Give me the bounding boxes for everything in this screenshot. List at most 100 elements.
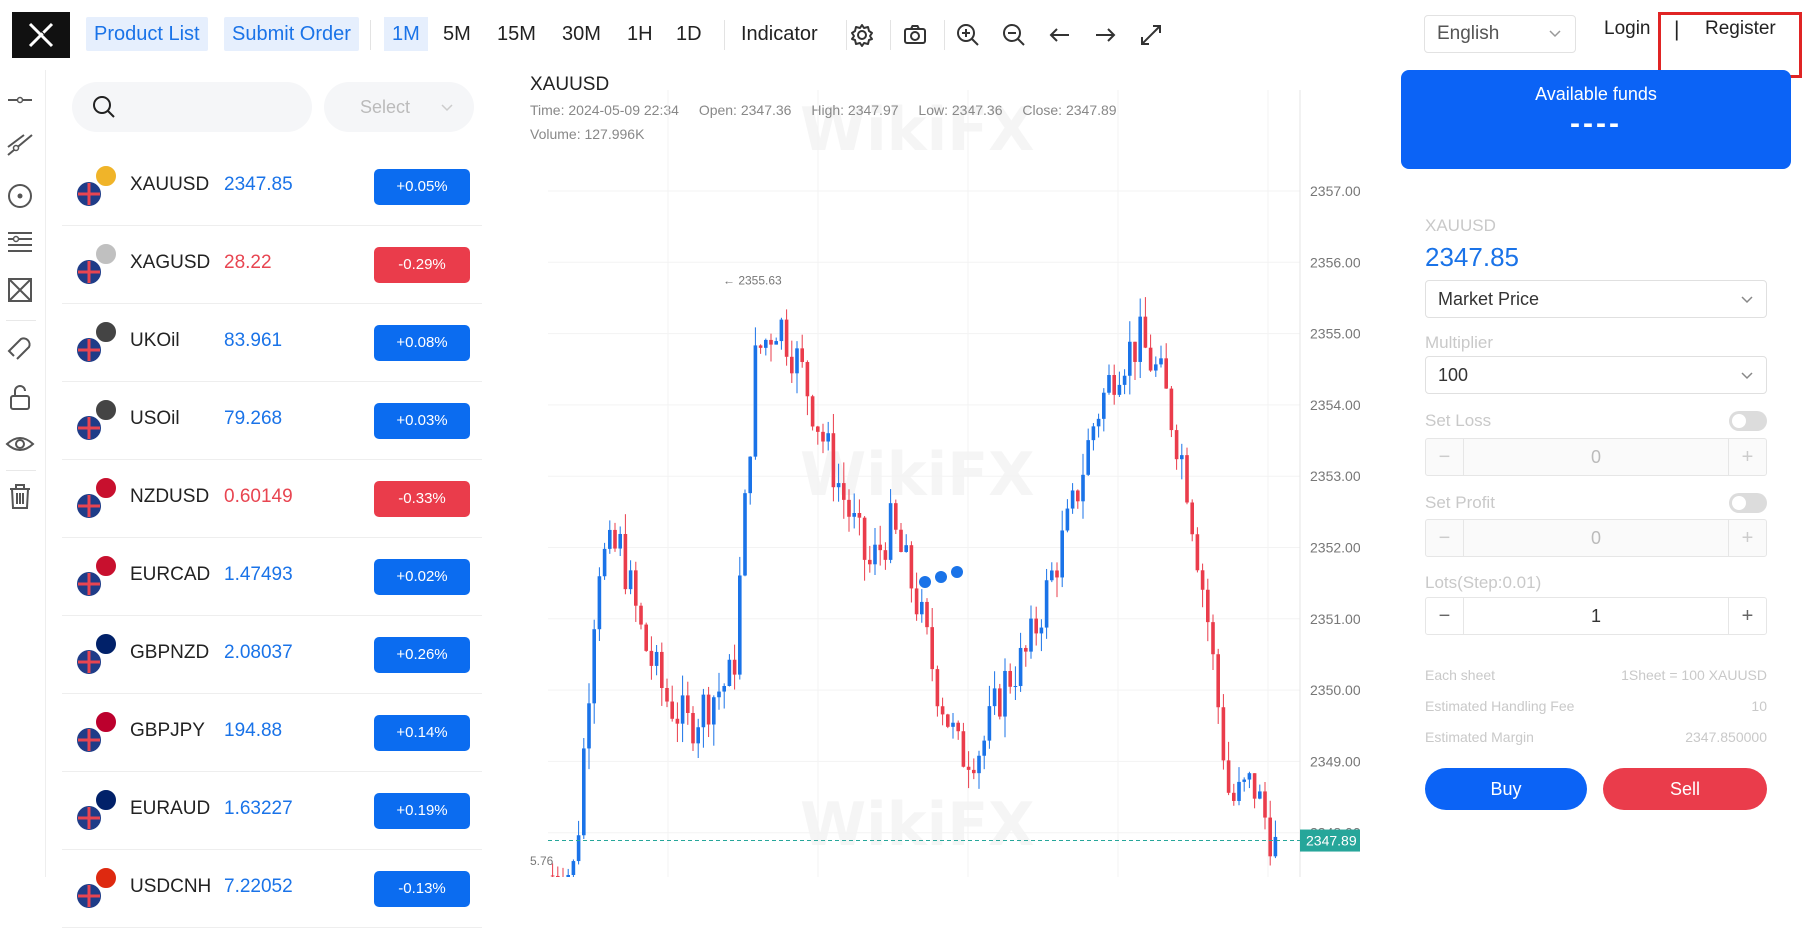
set-loss-value[interactable]: 0 xyxy=(1590,447,1601,467)
increment-button[interactable]: + xyxy=(1728,520,1766,556)
product-row[interactable]: XAGUSD 28.22 -0.29% xyxy=(62,226,482,304)
candle-body xyxy=(639,605,643,625)
search-input[interactable] xyxy=(72,82,312,132)
candle-body xyxy=(1232,792,1236,801)
timeframe-1d[interactable]: 1D xyxy=(676,23,702,45)
candle-body xyxy=(1164,358,1168,389)
order-type-select[interactable]: Market Price xyxy=(1425,280,1767,318)
register-link[interactable]: Register xyxy=(1705,18,1776,39)
product-row[interactable]: XAUUSD 2347.85 +0.05% xyxy=(62,148,482,226)
product-row[interactable]: NZDUSD 0.60149 -0.33% xyxy=(62,460,482,538)
candle-body xyxy=(1216,654,1220,708)
margin-label: Estimated Margin xyxy=(1425,729,1534,745)
candle-body xyxy=(1044,580,1049,628)
price-chart[interactable]: XAUUSD Time: 2024-05-09 22:34 Open: 2347… xyxy=(518,70,1360,877)
trend-line-icon[interactable] xyxy=(4,129,36,161)
increment-button[interactable]: + xyxy=(1728,598,1766,634)
magnet-icon[interactable] xyxy=(4,332,36,364)
lock-icon[interactable] xyxy=(4,382,36,414)
decrement-button[interactable]: − xyxy=(1426,439,1464,475)
chevron-down-icon xyxy=(1549,30,1561,38)
product-row[interactable]: USDCNH 7.22052 -0.13% xyxy=(62,850,482,928)
set-loss-toggle[interactable] xyxy=(1729,411,1767,431)
candle-body xyxy=(696,727,700,744)
candle-body xyxy=(701,694,706,728)
candle-body xyxy=(571,861,576,876)
app-logo[interactable] xyxy=(12,12,70,58)
timeframe-1h[interactable]: 1H xyxy=(627,23,653,45)
product-change-badge: +0.19% xyxy=(374,793,470,829)
set-loss-stepper[interactable]: − 0 + xyxy=(1425,438,1767,476)
product-symbol: USDCNH xyxy=(130,876,212,897)
candle-body xyxy=(566,875,570,877)
set-loss-label: Set Loss xyxy=(1425,411,1492,430)
set-profit-toggle[interactable] xyxy=(1729,493,1767,513)
candle-body xyxy=(1247,773,1252,780)
candle-body xyxy=(1174,430,1179,460)
sell-button[interactable]: Sell xyxy=(1603,768,1767,810)
candle-body xyxy=(847,499,851,517)
candle-body xyxy=(623,533,628,590)
product-row[interactable]: USOil 79.268 +0.03% xyxy=(62,382,482,460)
set-profit-value[interactable]: 0 xyxy=(1590,528,1601,548)
candle-body xyxy=(1013,686,1018,688)
horizontal-line-icon[interactable] xyxy=(4,84,36,116)
ohlc-time: Time: 2024-05-09 22:34 xyxy=(530,102,679,118)
candle-body xyxy=(758,345,763,348)
candle-body xyxy=(1133,341,1137,362)
candle-body xyxy=(956,722,960,732)
chart-symbol: XAUUSD xyxy=(530,74,610,95)
trash-icon[interactable] xyxy=(4,480,36,512)
category-select[interactable]: Select xyxy=(324,82,474,132)
decrement-button[interactable]: − xyxy=(1426,520,1464,556)
product-price: 7.22052 xyxy=(224,876,293,897)
zoom-out-icon[interactable] xyxy=(999,20,1029,50)
multiplier-select[interactable]: 100 xyxy=(1425,356,1767,394)
zoom-in-icon[interactable] xyxy=(953,20,983,50)
language-select[interactable]: English xyxy=(1424,15,1576,53)
fee-label: Estimated Handling Fee xyxy=(1425,698,1575,714)
candlestick-canvas[interactable]: 2357.00 2356.00 2355.00 2354.00 2353.00 2352.… xyxy=(518,70,1360,877)
candle-body xyxy=(899,529,903,552)
product-row[interactable]: GBPNZD 2.08037 +0.26% xyxy=(62,616,482,694)
candle-body xyxy=(1138,316,1142,362)
timeframe-30m[interactable]: 30M xyxy=(562,23,601,45)
circle-tool-icon[interactable] xyxy=(4,180,36,212)
candle-body xyxy=(873,544,877,565)
login-link[interactable]: Login xyxy=(1604,18,1651,39)
arrow-left-icon[interactable] xyxy=(1045,20,1075,50)
gear-icon[interactable] xyxy=(847,20,877,50)
product-price: 28.22 xyxy=(224,252,272,273)
product-price: 83.961 xyxy=(224,330,283,351)
candle-body xyxy=(940,706,945,715)
multiplier-label: Multiplier xyxy=(1425,333,1494,352)
rectangle-tool-icon[interactable] xyxy=(4,274,36,306)
eye-icon[interactable] xyxy=(4,428,36,460)
buy-button[interactable]: Buy xyxy=(1425,768,1587,810)
product-row[interactable]: EURCAD 1.47493 +0.02% xyxy=(62,538,482,616)
lots-value[interactable]: 1 xyxy=(1590,606,1601,626)
increment-button[interactable]: + xyxy=(1728,439,1766,475)
lots-stepper[interactable]: − 1 + xyxy=(1425,597,1767,635)
set-profit-stepper[interactable]: − 0 + xyxy=(1425,519,1767,557)
camera-icon[interactable] xyxy=(900,20,930,50)
submit-order-button[interactable]: Submit Order xyxy=(224,17,359,51)
candle-body xyxy=(1029,618,1033,652)
indicator-button[interactable]: Indicator xyxy=(741,23,818,45)
arrow-right-icon[interactable] xyxy=(1090,20,1120,50)
candle-body xyxy=(1242,779,1246,782)
timeframe-15m[interactable]: 15M xyxy=(497,23,536,45)
order-symbol: XAUUSD xyxy=(1425,216,1496,235)
product-row[interactable]: EURAUD 1.63227 +0.19% xyxy=(62,772,482,850)
candle-body xyxy=(992,688,997,707)
loading-dot xyxy=(919,576,931,588)
fibonacci-icon[interactable] xyxy=(4,226,36,258)
fullscreen-icon[interactable] xyxy=(1136,20,1166,50)
product-row[interactable]: UKOil 83.961 +0.08% xyxy=(62,304,482,382)
product-list-button[interactable]: Product List xyxy=(86,17,208,51)
product-row[interactable]: GBPJPY 194.88 +0.14% xyxy=(62,694,482,772)
timeframe-5m[interactable]: 5M xyxy=(443,23,471,45)
decrement-button[interactable]: − xyxy=(1426,598,1464,634)
candle-body xyxy=(862,517,867,560)
timeframe-1m[interactable]: 1M xyxy=(384,17,428,51)
